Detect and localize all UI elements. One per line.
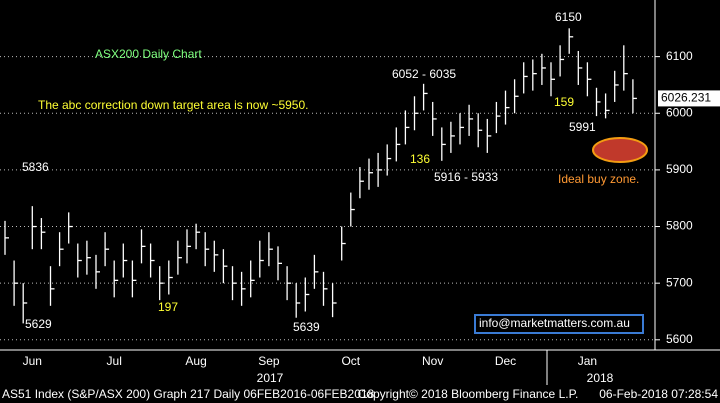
footer-bar [0,386,720,403]
plot-area [0,0,655,350]
annotation: 5991 [569,120,596,134]
y-tick-label: 6100 [666,49,693,63]
y-tick-label: 5600 [666,332,693,346]
annotation: 6150 [555,10,582,24]
x-tick-label: Sep [258,354,280,368]
last-price: 6026.231 [661,91,711,105]
buy-zone [592,137,648,163]
y-tick-label: 5700 [666,275,693,289]
y-tick-label: 5900 [666,162,693,176]
x-tick-label: Jul [107,354,122,368]
annotation: 5629 [25,317,52,331]
annotation: 197 [158,300,178,314]
x-tick-label: Oct [341,354,360,368]
annotation: The abc correction down target area is n… [38,98,309,112]
x-tick-label: Jan [578,354,597,368]
y-tick-label: 6000 [666,105,693,119]
contact-box [474,314,644,334]
annotation: ASX200 Daily Chart [95,47,202,61]
x-tick-label: Dec [495,354,516,368]
annotation: 5836 [22,160,49,174]
annotation: 5916 - 5933 [434,170,498,184]
x-tick-label: Jun [23,354,42,368]
year-label: 2017 [257,371,284,385]
annotation: Ideal buy zone. [558,172,639,186]
last-price-box [658,90,720,107]
footer-text: AS51 Index (S&P/ASX 200) Graph 217 Daily… [2,387,375,401]
contact: info@marketmatters.com.au [479,316,630,330]
footer-text: Copyright© 2018 Bloomberg Finance L.P. [358,387,579,401]
footer-text: 06-Feb-2018 07:28:54 [599,387,718,401]
x-tick-label: Aug [185,354,206,368]
year-label: 2018 [587,371,614,385]
annotation: 5639 [293,320,320,334]
x-tick-label: Nov [422,354,443,368]
annotation: 6052 - 6035 [392,67,456,81]
annotation: 136 [410,152,430,166]
annotation: 159 [554,95,574,109]
y-tick-label: 5800 [666,219,693,233]
